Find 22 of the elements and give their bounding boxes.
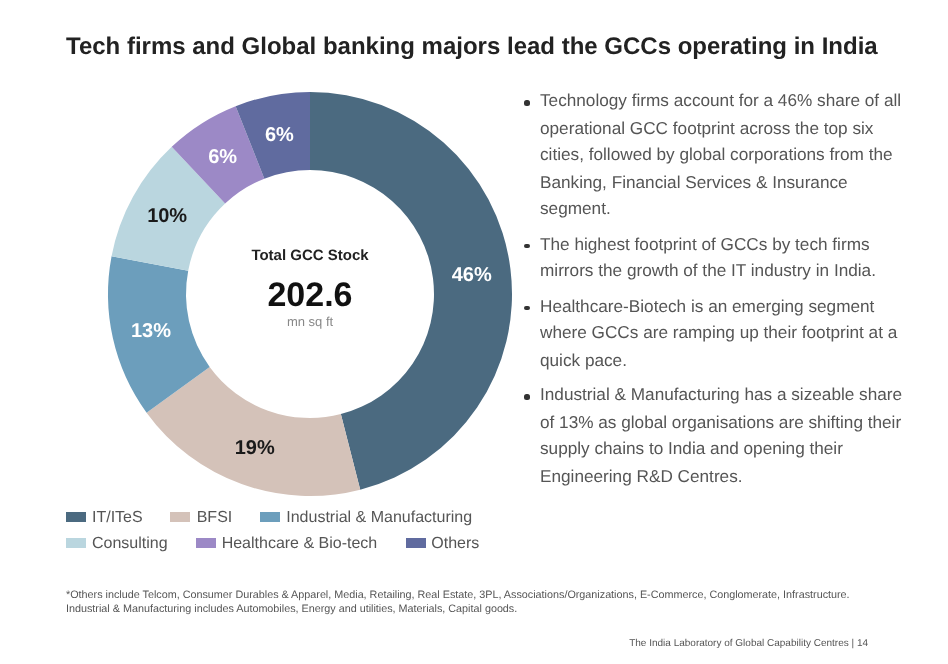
- text: Industrial & Manufacturing has a sizeable share of 13% as global organisations are shifting their supply chains to India and opening their Engineering R&D Centres.: [540, 382, 904, 490]
- legend-label: Consulting: [92, 534, 168, 552]
- chart-title: Tech firms and Global banking majors lead the GCCs operating in India: [66, 32, 879, 60]
- data-label: 13%: [130, 320, 172, 343]
- data-label: 6%: [208, 147, 238, 170]
- legend-label: Industrial & Manufacturing: [286, 508, 473, 526]
- donut-slice: [108, 256, 210, 413]
- donut-slice: [235, 92, 310, 179]
- data-label: 46%: [451, 264, 492, 287]
- data-label: 6%: [265, 124, 295, 147]
- donut-slice: [171, 106, 265, 204]
- text: The highest footprint of GCCs by tech firms mirrors the growth of the IT industry in India.: [540, 231, 878, 284]
- text: Technology firms account for a 46% share of all operational GCC footprint across the top six cities, followed by global corporations from the Banking, Financial Services & Insurance segment.: [540, 88, 904, 222]
- data-label: 10%: [147, 206, 188, 229]
- text: 202.6: [267, 276, 353, 314]
- legend-label: Others: [431, 534, 480, 552]
- legend-label: Healthcare & Bio-tech: [221, 534, 378, 552]
- legend-label: IT/ITeS: [92, 508, 143, 526]
- donut-slice: [146, 366, 361, 496]
- data-label: 19%: [234, 438, 276, 461]
- legend-label: BFSI: [196, 508, 233, 526]
- text: Healthcare-Biotech is an emerging segment where GCCs are ramping up their footprint at a quick pace.: [540, 293, 900, 374]
